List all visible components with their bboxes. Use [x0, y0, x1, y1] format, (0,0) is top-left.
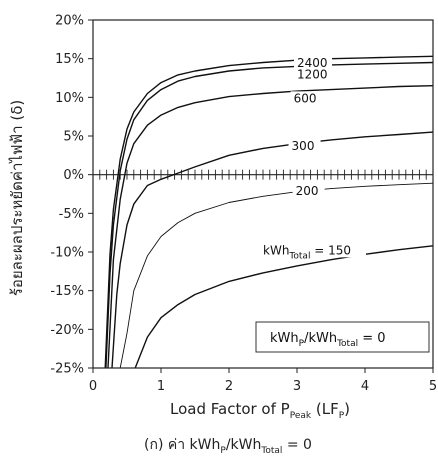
x-tick-label: 1	[157, 379, 165, 394]
series-label-2400: 2400	[297, 56, 328, 70]
series-label-bg	[288, 138, 321, 153]
series-label-bg	[294, 67, 332, 82]
y-tick-label: -25%	[50, 362, 84, 377]
series-line-200	[119, 182, 434, 369]
series-label-bg	[292, 183, 325, 198]
x-axis-ticks: 0 1 2 3 4 5	[89, 368, 437, 394]
plot-frame	[92, 19, 434, 369]
series-label-200: 200	[296, 184, 319, 198]
y-tick-label: -10%	[50, 246, 84, 261]
y-axis-title: ร้อยละผลประหยัดค่าไฟฟ้า (δ)	[8, 100, 26, 296]
series-label-bg	[260, 243, 366, 258]
y-tick-label: -20%	[50, 323, 84, 338]
series-line-300	[111, 131, 434, 369]
x-tick-label: 3	[293, 379, 301, 394]
x-tick-label: 2	[225, 379, 233, 394]
x-axis-title: Load Factor of PPeak (LFP)	[170, 400, 350, 421]
y-tick-label: 20%	[55, 14, 84, 29]
y-tick-label: 10%	[55, 91, 84, 106]
series-line-150	[134, 245, 434, 369]
series-label-bg	[290, 91, 323, 106]
series-line-1200	[105, 61, 434, 369]
figure-caption: (ก) ค่า kWhP/kWhTotal = 0	[144, 437, 312, 456]
annotation-box: kWhP/kWhTotal = 0	[255, 321, 430, 353]
series-lines	[104, 55, 434, 369]
y-tick-label: -15%	[50, 284, 84, 299]
series-line-2400	[104, 55, 434, 369]
x-tick-label: 0	[89, 379, 97, 394]
y-tick-label: -5%	[59, 207, 84, 222]
x-tick-label: 4	[361, 379, 369, 394]
y-tick-label: 15%	[55, 52, 84, 67]
series-line-600	[107, 85, 434, 369]
x-tick-label: 5	[429, 379, 437, 394]
series-label-150: kWhTotal = 150	[263, 243, 351, 261]
series-label-bg	[294, 55, 332, 70]
series-label-600: 600	[294, 91, 317, 105]
y-axis-ticks: 20% 15% 10% 5% 0% -5% -10% -15% -20% -25%	[50, 14, 93, 377]
series-label-1200: 1200	[297, 67, 328, 81]
series-label-300: 300	[292, 139, 315, 153]
annotation-text: kWhP/kWhTotal = 0	[270, 331, 386, 349]
y-tick-label: 0%	[63, 168, 84, 183]
y-tick-label: 5%	[63, 130, 84, 145]
